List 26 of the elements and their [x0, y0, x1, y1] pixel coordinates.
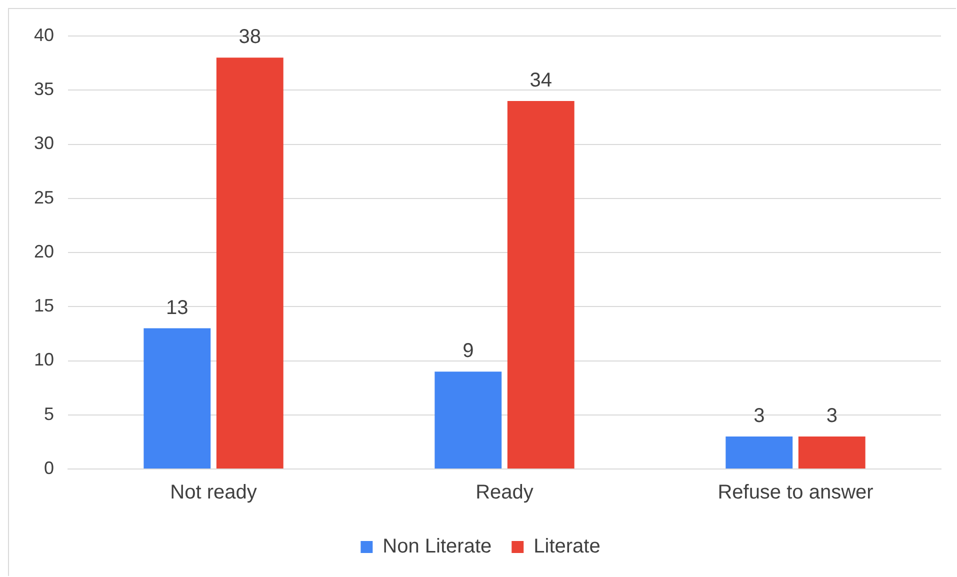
bar: [216, 58, 284, 468]
data-label: 9: [462, 340, 474, 362]
y-tick-label: 5: [44, 404, 54, 424]
data-label: 38: [238, 26, 262, 48]
y-tick-label: 30: [34, 133, 54, 154]
x-tick-label: Ready: [476, 482, 534, 504]
y-tick-label: 15: [34, 296, 54, 316]
bar: [726, 436, 793, 468]
y-tick-label: 20: [34, 241, 54, 262]
x-tick-label: Not ready: [170, 482, 257, 504]
data-label: 34: [530, 69, 552, 92]
bar: [798, 436, 866, 468]
data-label: 13: [166, 296, 188, 319]
legend-label: Literate: [534, 536, 600, 558]
y-tick-label: 10: [34, 350, 54, 370]
bar: [507, 100, 574, 468]
y-tick-label: 0: [44, 458, 54, 478]
bar: [144, 328, 211, 468]
bar: [434, 372, 502, 468]
y-tick-label: 25: [34, 187, 54, 208]
legend-label: Non Literate: [382, 536, 492, 558]
x-tick-label: Refuse to answer: [718, 482, 874, 504]
data-label: 3: [754, 405, 765, 428]
y-tick-label: 40: [34, 24, 54, 45]
data-label: 3: [826, 405, 838, 428]
y-tick-label: 35: [34, 79, 54, 100]
